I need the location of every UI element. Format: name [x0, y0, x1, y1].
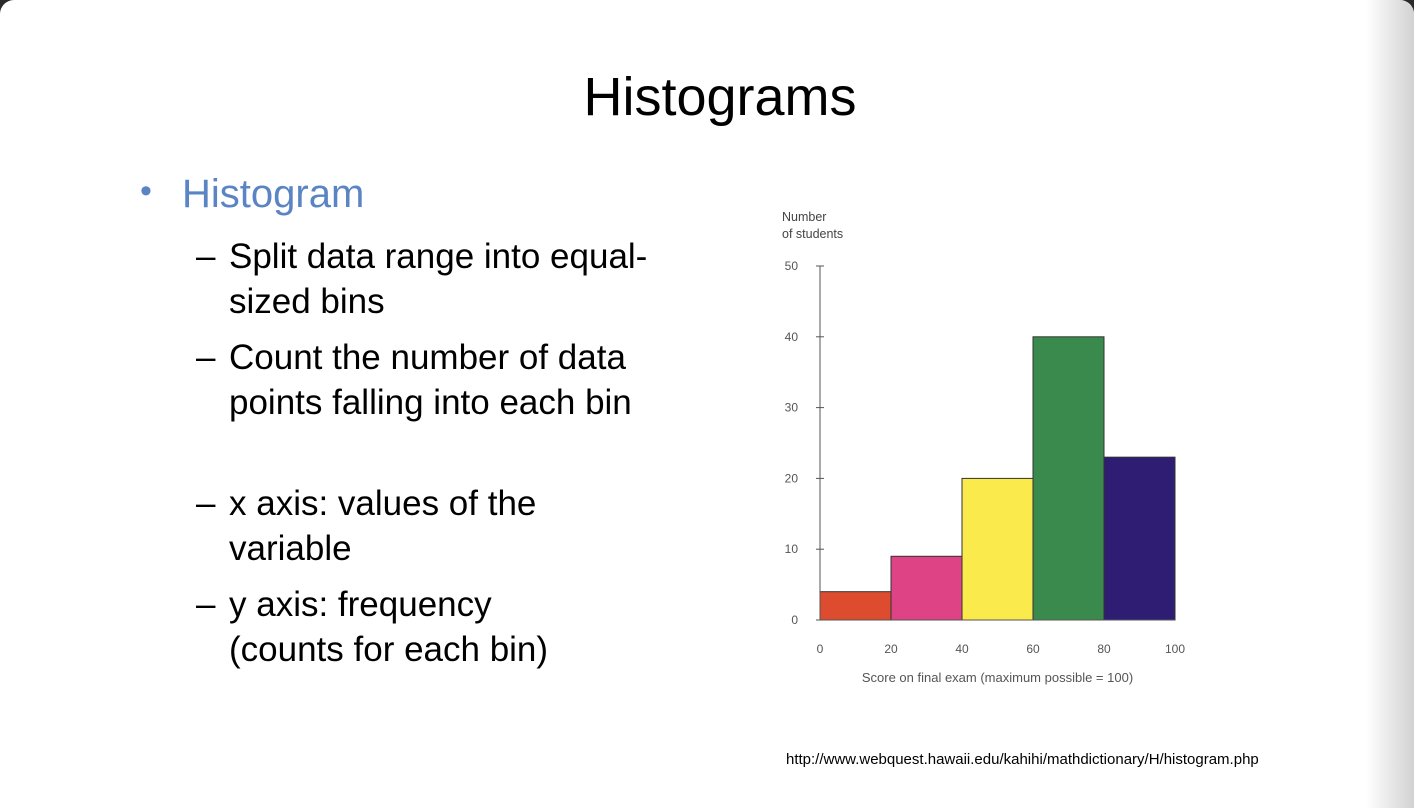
histogram-bar: [961, 477, 1034, 621]
histogram-bar: [890, 555, 963, 621]
histogram-bar: [1032, 336, 1105, 621]
x-tick-label: 0: [817, 642, 824, 656]
y-tick-label: 30: [785, 401, 799, 415]
y-axis-label: Number: [782, 210, 826, 224]
x-axis-label: Score on final exam (maximum possible = …: [862, 670, 1133, 685]
sub-bullet-text: y axis: frequency (counts for each bin): [229, 585, 549, 669]
sub-bullet-text: Split data range into equal-sized bins: [229, 237, 648, 321]
x-tick-label: 100: [1165, 642, 1185, 656]
slide-title: Histograms: [583, 67, 857, 127]
y-axis-label: of students: [782, 227, 843, 241]
histogram-bar: [1103, 456, 1176, 621]
sub-bullet-dash: –: [196, 338, 216, 377]
bullet-histogram: Histogram: [182, 172, 365, 216]
bullet-marker: •: [140, 172, 152, 210]
y-tick-label: 40: [785, 330, 799, 344]
sub-bullet-text: Count the number of data points falling …: [229, 338, 632, 422]
x-tick-label: 20: [884, 642, 898, 656]
slide-edge-shadow: [1366, 0, 1414, 808]
x-tick-label: 40: [955, 642, 969, 656]
source-url: http://www.webquest.hawaii.edu/kahihi/ma…: [786, 751, 1259, 768]
sub-bullet-dash: –: [196, 484, 216, 523]
histogram-chart: 0 10 20 30 40 50 0 20 40 60 80 100 Number of students…: [782, 210, 1185, 685]
y-tick-label: 10: [785, 542, 799, 556]
x-tick-label: 60: [1026, 642, 1040, 656]
histogram-bar: [819, 591, 892, 621]
sub-bullet-dash: –: [196, 237, 216, 276]
y-tick-label: 0: [791, 613, 798, 627]
sub-bullet-dash: –: [196, 585, 216, 624]
y-tick-label: 20: [785, 471, 799, 485]
sub-bullet-text: x axis: values of the variable: [229, 484, 537, 568]
x-tick-label: 80: [1097, 642, 1111, 656]
y-tick-label: 50: [785, 259, 799, 273]
